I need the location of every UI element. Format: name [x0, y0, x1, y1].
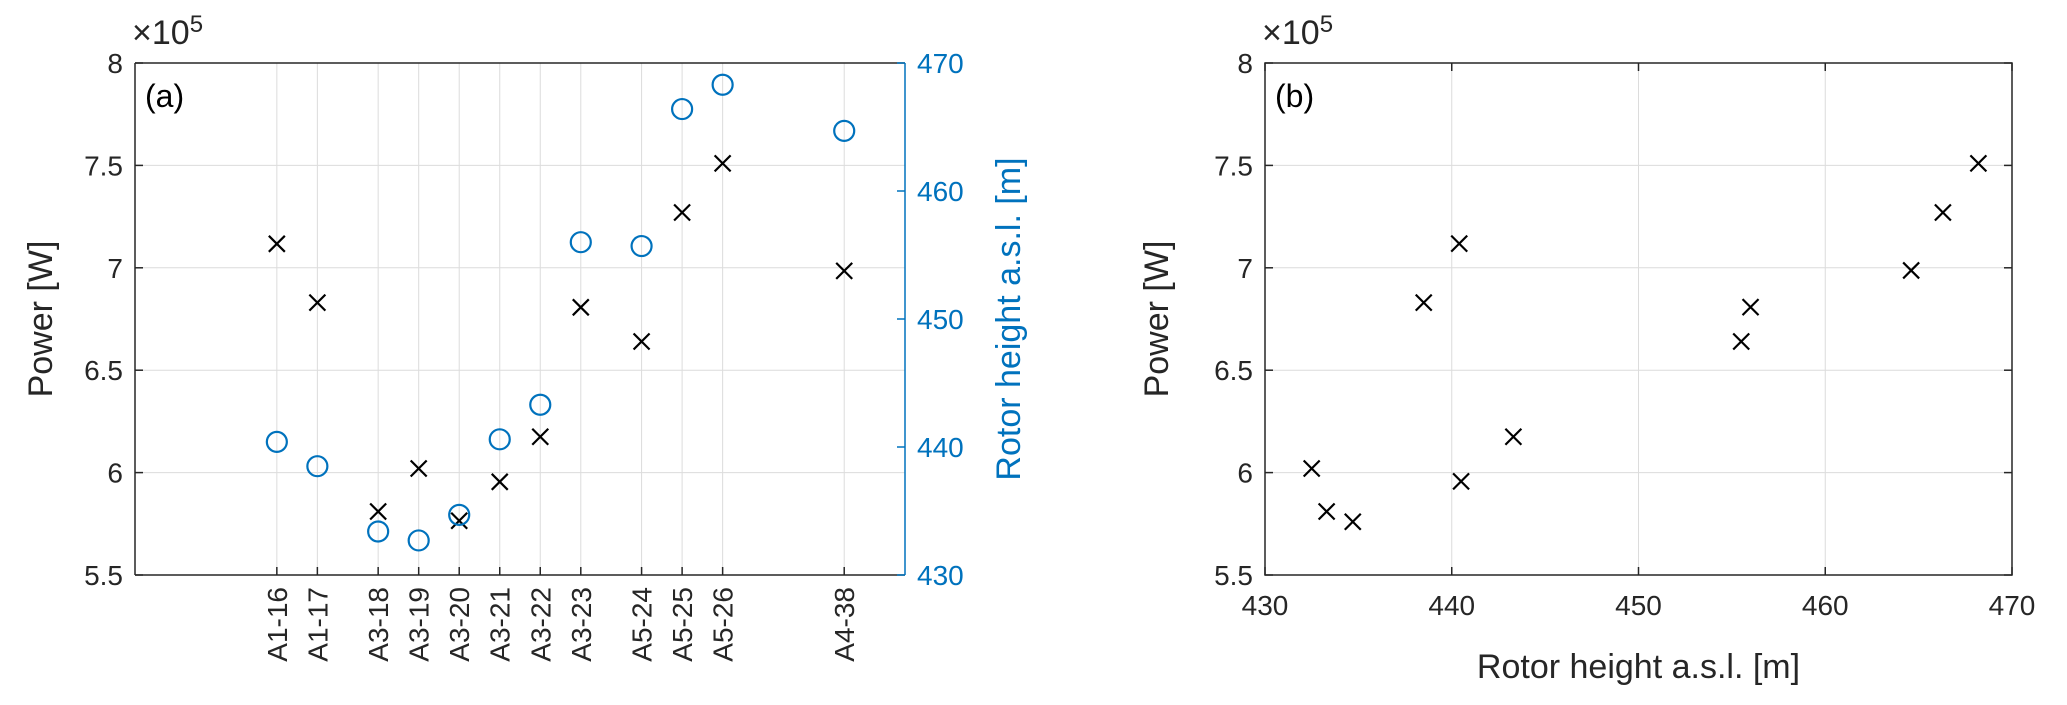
- panel-a-y2tick-label: 460: [917, 176, 964, 207]
- panel-b-power-marker: [1343, 512, 1362, 531]
- panel-a-height-marker: [711, 73, 734, 96]
- panel-a-power-marker: [490, 473, 509, 491]
- panel-a-xtick-label: A3-19: [404, 587, 435, 662]
- panel-a-xtick-label: A4-38: [829, 587, 860, 662]
- panel-b-xtick-label: 450: [1615, 590, 1662, 621]
- panel-a-ytick-label: 5.5: [84, 560, 123, 591]
- panel-a-power-marker: [572, 298, 590, 317]
- panel-b-label: (b): [1275, 78, 1314, 114]
- panel-a-power-marker: [673, 203, 691, 222]
- panel-a: 5.5 6 6.5 7 7.5 8 430 440 450 460 470 A1-16 A1-17 A3-…: [22, 48, 1028, 662]
- panel-a-power-marker: [835, 262, 853, 280]
- panel-a-height-marker: [529, 393, 552, 416]
- panel-a-xtick-label: A5-25: [667, 587, 698, 662]
- panel-a-ytick-label: 7.5: [84, 150, 123, 181]
- panel-a-height-marker: [265, 430, 288, 453]
- panel-b-ytick-label: 5.5: [1214, 560, 1253, 591]
- panel-a-height-marker: [367, 520, 390, 543]
- panel-a-height-marker: [630, 234, 653, 258]
- panel-b-power-marker: [1414, 293, 1433, 312]
- panel-a-height-marker: [569, 231, 592, 254]
- panel-a-ylabel: Power [W]: [22, 241, 60, 398]
- panel-b-ytick-label: 7.5: [1214, 150, 1253, 181]
- panel-a-height-marker: [671, 97, 694, 121]
- panel-a-height-marker: [407, 529, 430, 552]
- panel-a-xtick-label: A3-20: [444, 587, 475, 662]
- panel-b-power-marker: [1317, 502, 1336, 521]
- panel-b-xtick-label: 460: [1802, 590, 1849, 621]
- panel-a-xtick-label: A3-18: [363, 587, 394, 662]
- panel-b-xtick-label: 470: [1989, 590, 2036, 621]
- panel-a-y2label: Rotor height a.s.l. [m]: [990, 157, 1028, 480]
- panel-a-power-marker: [531, 427, 550, 446]
- panel-a-y2tick-label: 440: [917, 432, 964, 463]
- panel-b-power-marker: [1450, 234, 1468, 253]
- panel-b-power-marker: [1969, 154, 1988, 173]
- panel-a-y2tick-label: 450: [917, 304, 964, 335]
- panel-a-power-marker: [308, 293, 327, 312]
- panel-b-xlabel: Rotor height a.s.l. [m]: [1477, 648, 1800, 686]
- panel-b-power-marker: [1934, 203, 1952, 222]
- panel-a-xtick-label: A1-16: [262, 587, 293, 662]
- panel-a-power-marker: [450, 511, 468, 530]
- panel-a-exponent-label: ×105: [132, 11, 203, 52]
- panel-a-xtick-label: A1-17: [302, 587, 333, 662]
- panel-a-xtick-label: A3-22: [525, 587, 556, 662]
- panel-b-ylabel: Power [W]: [1138, 241, 1176, 398]
- panel-b-ytick-label: 7: [1237, 253, 1253, 284]
- panel-a-y2tick-label: 430: [917, 560, 964, 591]
- panel-a-height-marker: [833, 119, 856, 142]
- panel-a-ytick-label: 6: [107, 458, 123, 489]
- panel-a-power-marker: [369, 502, 387, 521]
- panel-a-power-marker: [632, 332, 651, 351]
- panel-a-power-marker: [268, 235, 286, 253]
- panel-a-ytick-label: 6.5: [84, 355, 123, 386]
- panel-a-y2tick-label: 470: [917, 48, 964, 79]
- panel-b-ytick-label: 6.5: [1214, 355, 1253, 386]
- panel-b-power-marker: [1741, 298, 1760, 316]
- panel-a-xtick-label: A5-24: [627, 587, 658, 662]
- panel-a-power-marker: [409, 459, 428, 478]
- panel-b-xtick-label: 430: [1242, 590, 1289, 621]
- panel-a-ytick-label: 8: [107, 48, 123, 79]
- panel-b-power-marker: [1902, 261, 1920, 280]
- panel-b-power-marker: [1302, 459, 1321, 478]
- panel-a-power-marker: [713, 154, 732, 173]
- panel-b-ytick-label: 6: [1237, 458, 1253, 489]
- panel-a-xtick-label: A3-21: [485, 587, 516, 662]
- panel-a-height-marker: [448, 503, 471, 526]
- panel-b-power-marker: [1452, 472, 1470, 491]
- panel-b-power-marker: [1732, 332, 1750, 351]
- panel-b-xtick-label: 440: [1428, 590, 1475, 621]
- panel-b-ytick-label: 8: [1237, 48, 1253, 79]
- panel-a-height-marker: [488, 428, 511, 451]
- panel-a-xtick-label: A5-26: [708, 587, 739, 662]
- panel-a-xtick-label: A3-23: [566, 587, 597, 662]
- panel-b: 5.5 6 6.5 7 7.5 8 430 440 450 460 470 Power [W] Roto…: [1138, 48, 2035, 686]
- panel-b-exponent-label: ×105: [1262, 11, 1333, 52]
- panel-b-power-marker: [1504, 427, 1523, 446]
- panel-a-height-marker: [306, 455, 329, 478]
- panel-a-label: (a): [145, 78, 184, 114]
- panel-a-ytick-label: 7: [107, 253, 123, 284]
- panel-a-plot-area: [135, 63, 905, 575]
